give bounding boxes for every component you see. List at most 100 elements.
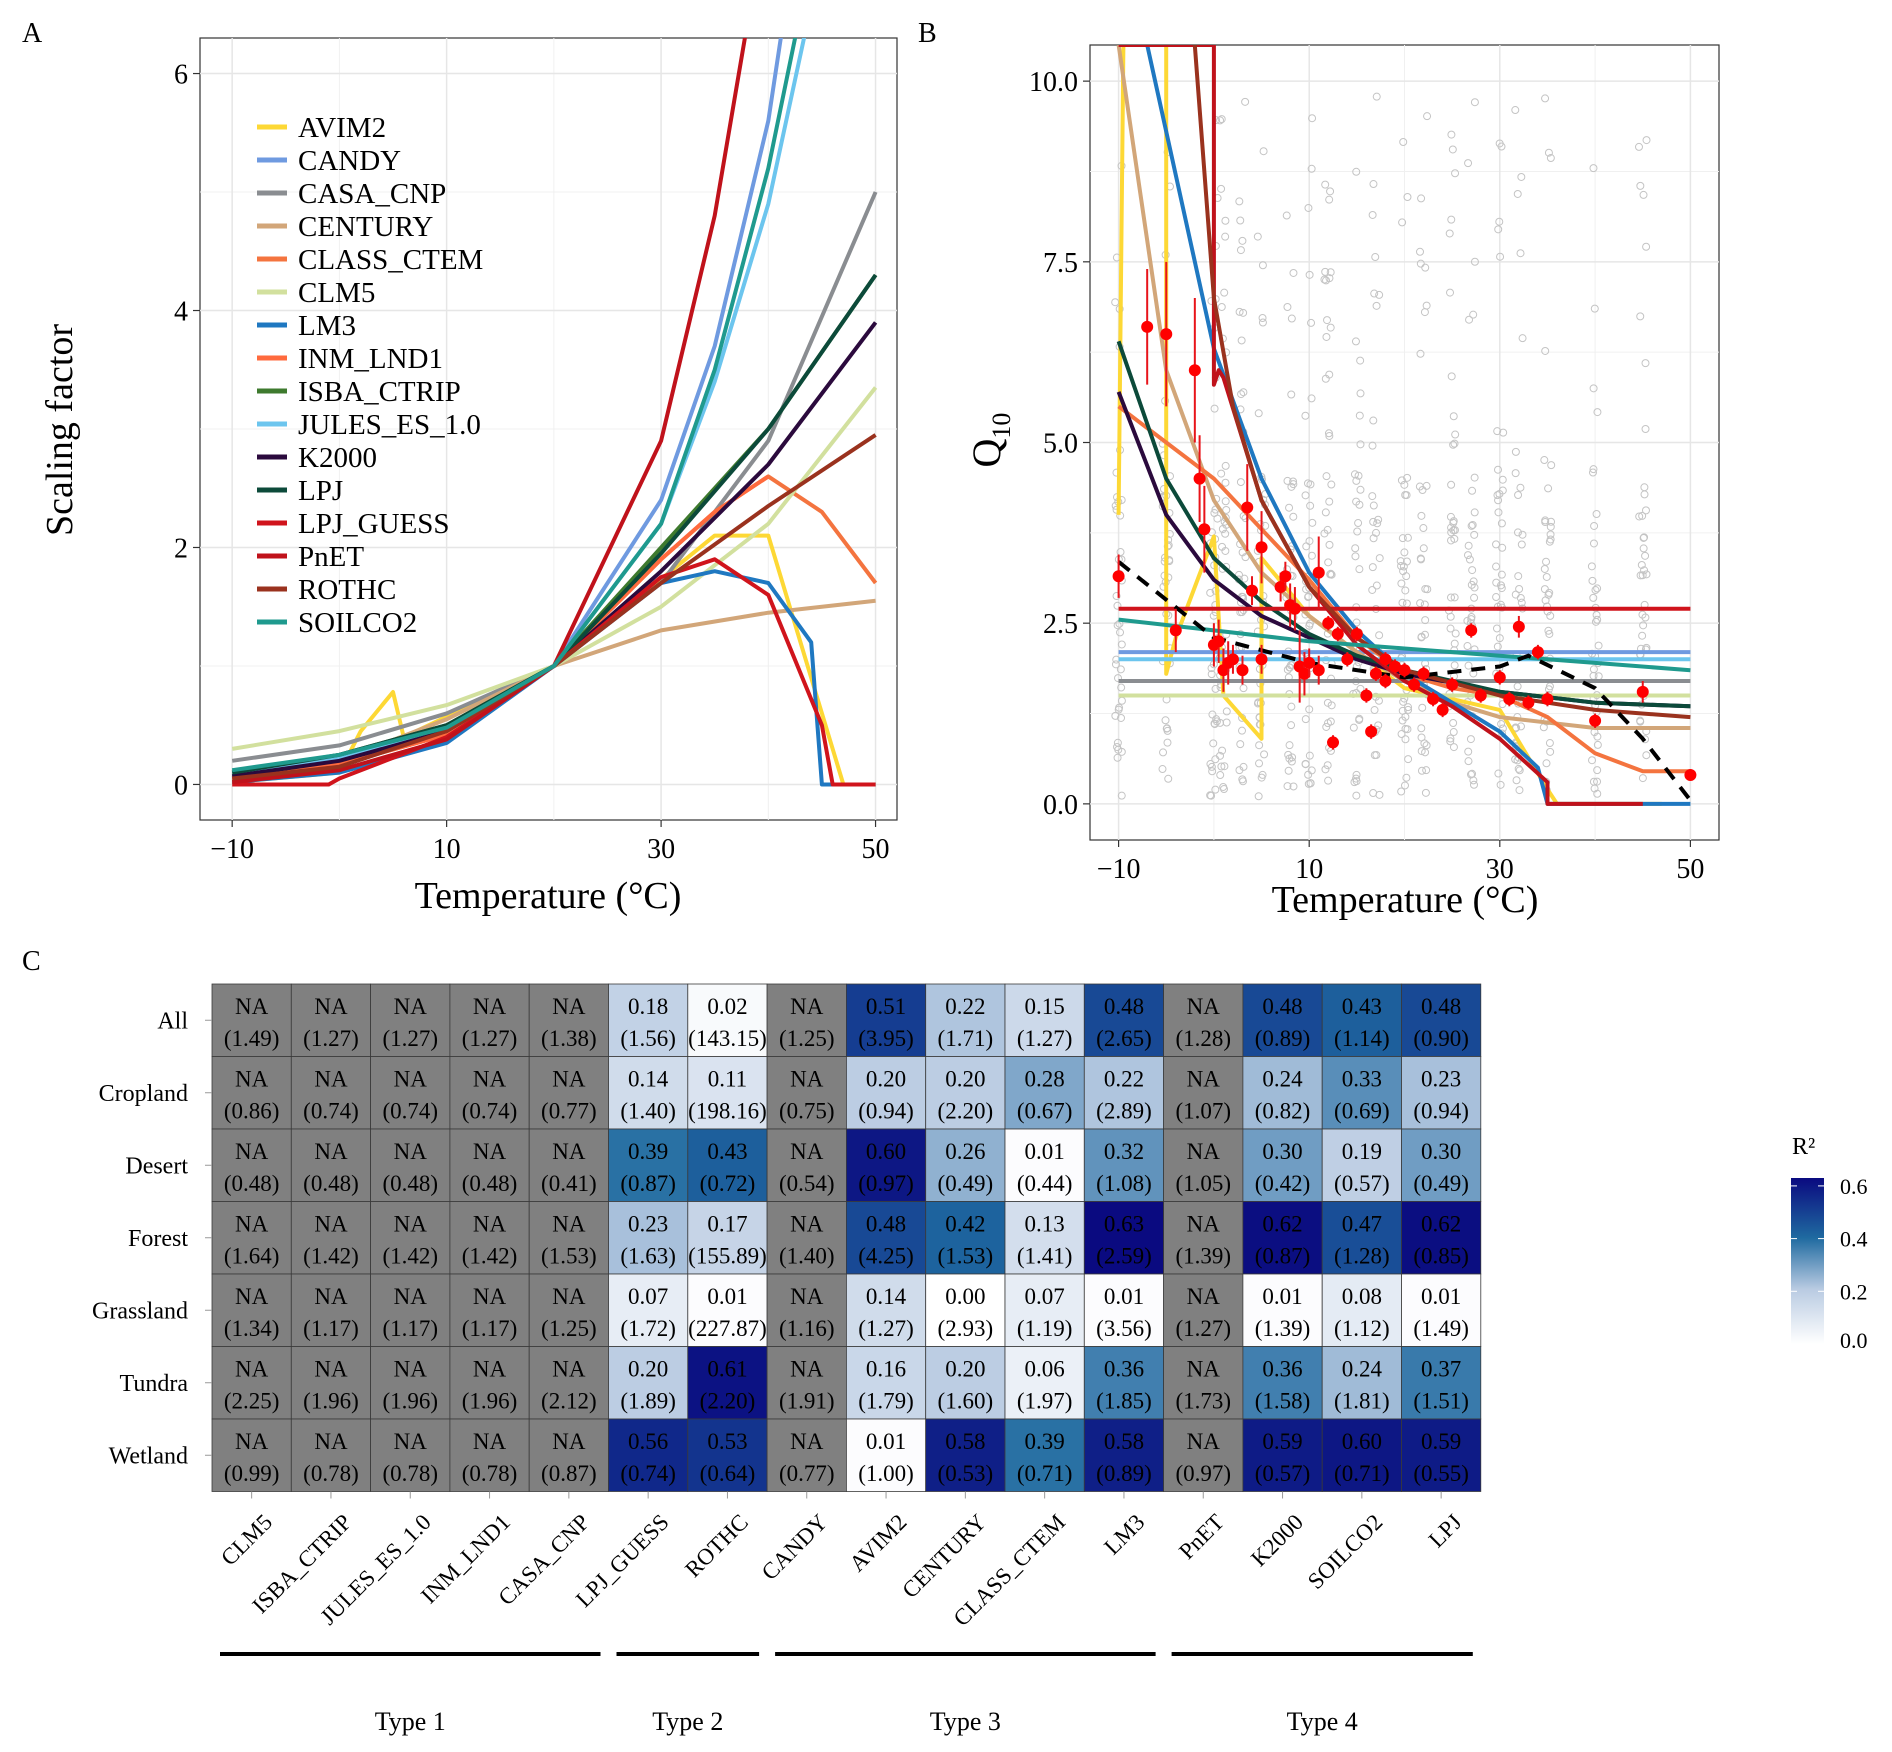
observation-point	[1307, 766, 1316, 775]
heatmap-cell-rect	[1004, 1273, 1085, 1347]
observation-point	[1416, 259, 1425, 268]
heatmap-cell-secondary: (0.86)	[224, 1099, 280, 1124]
observation-point	[1464, 757, 1473, 766]
y-tick-label-b: 5.0	[1043, 429, 1078, 460]
observation-point	[1356, 485, 1365, 494]
heatmap-cell-secondary: (0.89)	[1255, 1026, 1311, 1051]
heatmap-cell-r2: 0.36	[1262, 1357, 1302, 1382]
y-tick-label-b: 10.0	[1029, 67, 1078, 98]
observation-point	[1496, 252, 1505, 261]
heatmap-cell-r2: 0.56	[628, 1429, 668, 1454]
y-tick-label-b: 7.5	[1043, 248, 1078, 279]
observation-point	[1325, 195, 1334, 204]
heatmap-cell-rect	[1163, 983, 1244, 1057]
heatmap-cell-r2: 0.26	[945, 1139, 985, 1164]
heatmap-cell-secondary: (2.59)	[1096, 1244, 1152, 1269]
observation-point	[1356, 389, 1365, 398]
observation-point	[1403, 533, 1412, 542]
heatmap-cell-desert-lpj-guess: 0.39 (0.87)	[608, 1128, 689, 1202]
observation-point	[1305, 270, 1314, 279]
observation-point	[1373, 519, 1382, 528]
heatmap-cell-secondary: (1.17)	[382, 1316, 438, 1341]
observation-point	[1417, 511, 1426, 520]
heatmap-cell-secondary: (1.27)	[1017, 1026, 1073, 1051]
heatmap-cell-r2: NA	[473, 1429, 507, 1454]
observation-point	[1449, 728, 1458, 737]
heatmap-cell-secondary: (0.97)	[1175, 1461, 1231, 1486]
heatmap-cell-secondary: (1.12)	[1334, 1316, 1390, 1341]
observation-point	[1446, 737, 1455, 746]
observation-point	[1284, 766, 1293, 775]
observation-point	[1283, 782, 1292, 791]
heatmap-cell-forest-casa-cnp: NA (1.53)	[528, 1201, 609, 1275]
observation-point	[1423, 112, 1432, 121]
heatmap-cell-secondary: (0.74)	[620, 1461, 676, 1486]
heatmap-cells: NA (1.49) NA (1.27) NA (1.27) NA (1.27) NA (1.38)…	[211, 983, 1482, 1492]
observation-point	[1470, 583, 1479, 592]
observation-point	[1470, 530, 1479, 539]
binned-means-b	[1112, 261, 1697, 781]
observation-point	[1421, 616, 1430, 625]
observation-point	[1289, 268, 1298, 277]
heatmap-cell-secondary: (1.79)	[858, 1389, 914, 1414]
heatmap-cell-rect	[766, 1346, 847, 1420]
heatmap-cell-tundra-casa-cnp: NA (2.12)	[528, 1346, 609, 1420]
observation-point	[1397, 561, 1406, 570]
heatmap-cell-wetland-rothc: 0.53 (0.64)	[687, 1418, 768, 1492]
observation-point	[1639, 544, 1648, 553]
observation-point	[1642, 136, 1651, 145]
heatmap-cell-secondary: (1.85)	[1096, 1389, 1152, 1414]
heatmap-cell-secondary: (0.78)	[382, 1461, 438, 1486]
observation-point	[1468, 520, 1477, 529]
heatmap-cell-secondary: (1.96)	[382, 1389, 438, 1414]
heatmap-cell-rect	[528, 1273, 609, 1347]
heatmap-cell-all-clm5: NA (1.49)	[211, 983, 292, 1057]
observation-point	[1235, 766, 1244, 775]
heatmap-cell-r2: NA	[235, 1067, 269, 1092]
heatmap-cell-r2: NA	[473, 1067, 507, 1092]
observation-point	[1591, 617, 1600, 626]
heatmap-cell-rect	[925, 1346, 1006, 1420]
colorbar-title: R²	[1792, 1134, 1815, 1160]
heatmap-cell-desert-casa-cnp: NA (0.41)	[528, 1128, 609, 1202]
observation-point	[1451, 629, 1460, 638]
heatmap-cell-forest-lpj-guess: 0.23 (1.63)	[608, 1201, 689, 1275]
observation-point	[1163, 738, 1172, 747]
observation-point	[1416, 599, 1425, 608]
observation-point	[1398, 218, 1407, 227]
heatmap-cell-secondary: (143.15)	[688, 1026, 767, 1051]
binned-mean-point	[1684, 768, 1697, 781]
legend-label-isba-ctrip: ISBA_CTRIP	[298, 376, 461, 408]
heatmap-cell-rect	[608, 1273, 689, 1347]
binned-mean-point	[1589, 714, 1602, 727]
heatmap-cell-secondary: (0.74)	[382, 1099, 438, 1124]
heatmap-cell-all-casa-cnp: NA (1.38)	[528, 983, 609, 1057]
observation-point	[1516, 249, 1525, 258]
heatmap-cell-cropland-rothc: 0.11 (198.16)	[687, 1056, 768, 1130]
column-label-soilco2: SOILCO2	[1303, 1509, 1388, 1594]
observation-point	[1517, 598, 1526, 607]
heatmap-cell-secondary: (1.17)	[303, 1316, 359, 1341]
observation-point	[1496, 780, 1505, 789]
heatmap-cell-cropland-lpj-guess: 0.14 (1.40)	[608, 1056, 689, 1130]
observation-point	[1322, 472, 1331, 481]
observation-point	[1499, 428, 1508, 437]
heatmap-cell-r2: 0.43	[1342, 994, 1382, 1019]
heatmap-cell-tundra-rothc: 0.61 (2.20)	[687, 1346, 768, 1420]
heatmap-cell-r2: NA	[314, 1067, 348, 1092]
heatmap-cell-rect	[211, 983, 292, 1057]
heatmap-cell-rect	[1004, 1056, 1085, 1130]
observation-point	[1545, 739, 1554, 748]
heatmap-cell-secondary: (1.27)	[303, 1026, 359, 1051]
heatmap-cell-rect	[449, 983, 530, 1057]
x-tick-label-a: −10	[210, 834, 254, 865]
observation-point	[1305, 751, 1314, 760]
heatmap-cell-rect	[608, 983, 689, 1057]
observation-point	[1372, 581, 1381, 590]
heatmap-cell-cropland-isba-ctrip: NA (0.74)	[290, 1056, 371, 1130]
heatmap-cell-secondary: (1.42)	[303, 1244, 359, 1269]
legend-label-candy: CANDY	[298, 145, 401, 177]
row-label-desert: Desert	[125, 1153, 188, 1179]
x-tick-label-b: 30	[1486, 854, 1514, 885]
heatmap-cell-rect	[1004, 1418, 1085, 1492]
